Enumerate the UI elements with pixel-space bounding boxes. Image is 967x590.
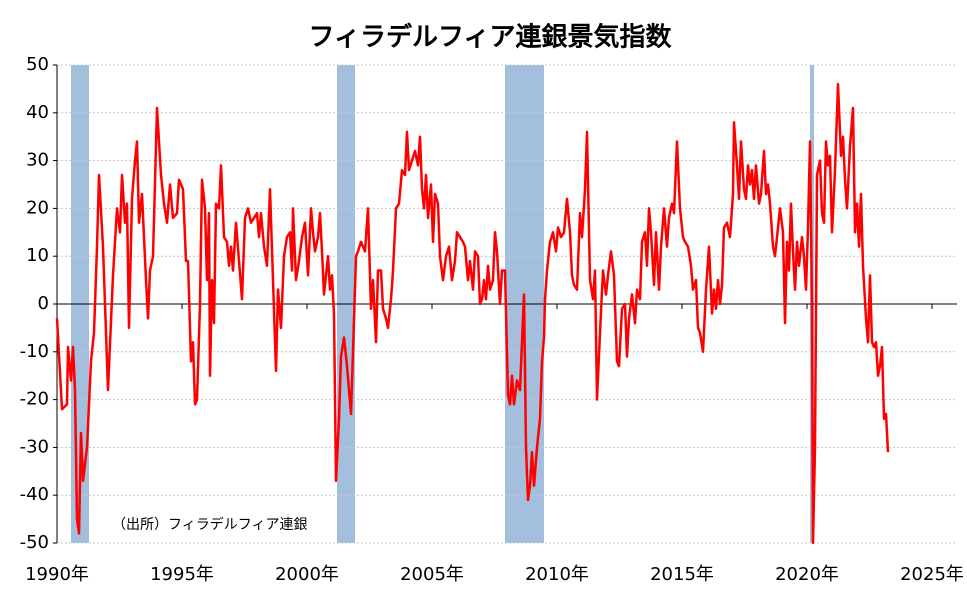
x-tick-label: 2015年 xyxy=(650,564,714,585)
y-tick-label: 30 xyxy=(26,150,49,171)
y-tick-label: -50 xyxy=(20,532,49,553)
y-tick-label: -30 xyxy=(20,436,49,457)
data-line xyxy=(55,82,890,545)
y-tick-label: 10 xyxy=(26,245,49,266)
x-tick-label: 2025年 xyxy=(900,564,964,585)
y-tick-label: 0 xyxy=(38,293,49,314)
y-tick-label: 40 xyxy=(26,102,49,123)
x-tick-label: 1990年 xyxy=(25,564,89,585)
y-tick-label: 50 xyxy=(26,54,49,75)
x-tick-label: 2010年 xyxy=(525,564,589,585)
y-tick-label: -40 xyxy=(20,484,49,505)
y-tick-label: 20 xyxy=(26,197,49,218)
chart-title: フィラデルフィア連銀景気指数 xyxy=(309,22,673,53)
x-tick-label: 2020年 xyxy=(775,564,839,585)
x-tick-label: 2005年 xyxy=(400,564,464,585)
x-tick-label: 1995年 xyxy=(150,564,214,585)
y-tick-label: -20 xyxy=(20,389,49,410)
y-tick-label: -10 xyxy=(20,341,49,362)
x-tick-label: 2000年 xyxy=(275,564,339,585)
source-note: （出所）フィラデルフィア連銀 xyxy=(112,516,307,533)
